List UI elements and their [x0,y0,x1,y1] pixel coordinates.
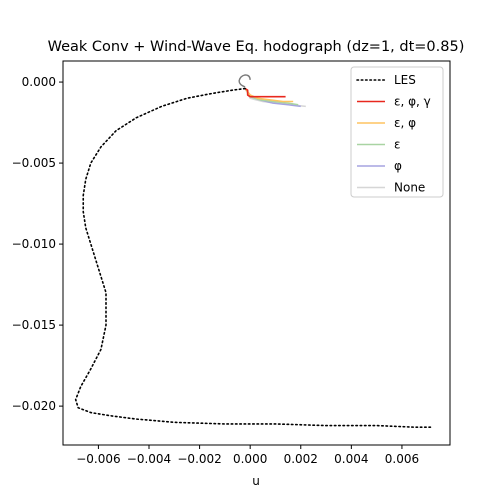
legend-label: None [394,181,425,195]
y-tick-label: −0.015 [12,318,56,332]
series-line-les [74,87,434,428]
x-axis-ticks: −0.006 −0.004 −0.002 0.000 0.002 0.004 0.006 [76,445,419,466]
chart-title: Weak Conv + Wind-Wave Eq. hodograph (dz=… [48,39,465,55]
plot-area [62,60,451,446]
legend-label: ε, φ, γ [394,95,431,109]
x-tick-label: −0.002 [177,452,221,466]
x-axis-label: u [252,474,260,488]
y-tick-label: −0.020 [12,399,56,413]
legend-label: ε [394,138,401,152]
origin-loop [238,74,251,88]
x-tick-label: 0.004 [334,452,368,466]
y-tick-label: −0.005 [12,156,56,170]
axes-frame [62,60,451,446]
legend-label: LES [394,73,416,87]
y-axis-ticks: 0.000 −0.005 −0.010 −0.015 −0.020 [12,75,63,413]
legend-label: φ [394,159,402,173]
x-tick-label: 0.000 [233,452,267,466]
legend-label: ε, φ [394,116,416,130]
legend: LES ε, φ, γ ε, φ εφ None [350,66,444,198]
x-tick-label: 0.006 [385,452,419,466]
x-tick-label: −0.006 [76,452,120,466]
x-tick-label: 0.002 [284,452,318,466]
series-line- [244,87,286,98]
y-tick-label: 0.000 [22,75,56,89]
x-tick-label: −0.004 [127,452,171,466]
y-tick-label: −0.010 [12,237,56,251]
legend-box [350,66,444,198]
